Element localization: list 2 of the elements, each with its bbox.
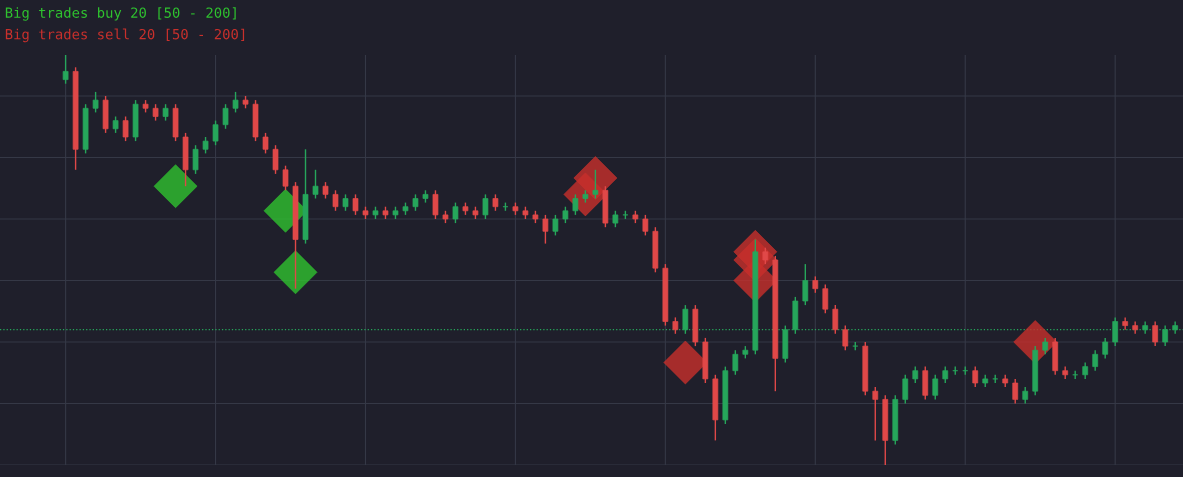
text: Big trades buy 20 [50 - 200] — [5, 7, 236, 21]
text: Big trades sell 20 [50 - 200] — [5, 28, 245, 43]
